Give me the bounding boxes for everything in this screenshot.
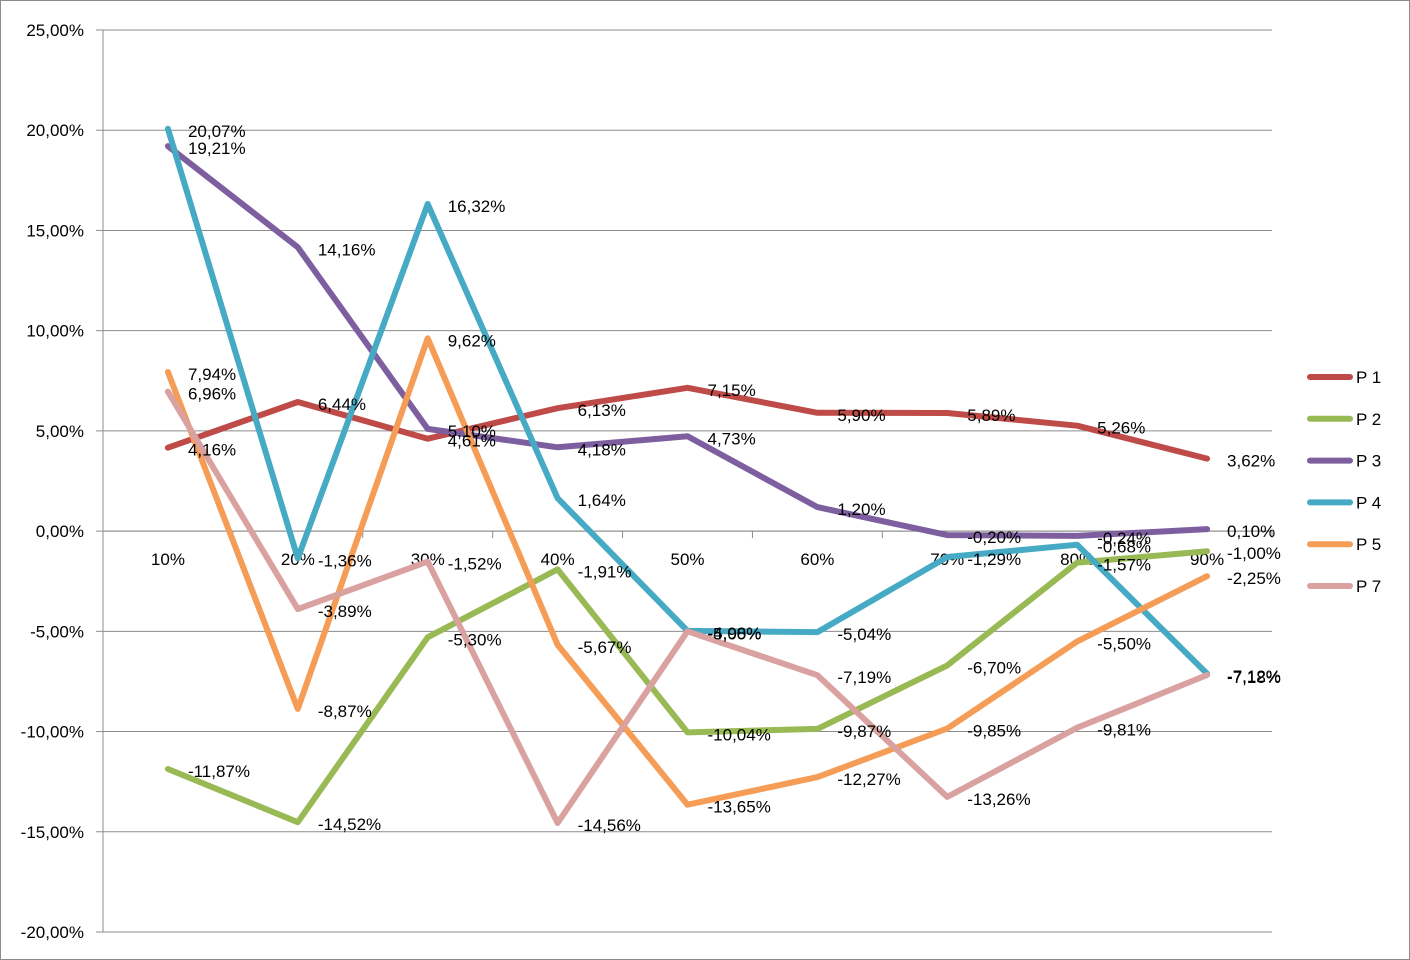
data-label: -5,04% [837, 625, 891, 644]
data-label: -14,52% [318, 815, 381, 834]
data-label: -6,70% [967, 658, 1021, 677]
data-label: -5,30% [448, 630, 502, 649]
legend-label: P 3 [1356, 452, 1381, 471]
data-label: -12,27% [837, 770, 900, 789]
data-label: -3,89% [318, 602, 372, 621]
data-label: -8,87% [318, 702, 372, 721]
data-label: -10,04% [708, 725, 771, 744]
data-label: -7,12% [1227, 667, 1281, 686]
legend-label: P 7 [1356, 577, 1381, 596]
y-tick-label: -5,00% [30, 622, 84, 641]
data-label: 4,18% [578, 440, 626, 459]
data-label: 4,16% [188, 441, 236, 460]
data-label: -5,00% [708, 624, 762, 643]
legend-label: P 4 [1356, 493, 1381, 512]
data-label: 20,07% [188, 122, 246, 141]
data-label: -13,65% [708, 798, 771, 817]
y-tick-label: -20,00% [21, 923, 84, 942]
x-tick-label: 50% [670, 550, 704, 569]
data-label: -2,25% [1227, 569, 1281, 588]
data-label: -1,91% [578, 562, 632, 581]
y-tick-label: -15,00% [21, 823, 84, 842]
data-label: 5,26% [1097, 419, 1145, 438]
data-label: -14,56% [578, 816, 641, 835]
data-label: -9,81% [1097, 721, 1151, 740]
y-tick-label: -10,00% [21, 723, 84, 742]
data-label: 6,96% [188, 385, 236, 404]
data-label: -11,87% [188, 762, 250, 781]
y-tick-label: 5,00% [36, 422, 84, 441]
data-label: -13,26% [967, 790, 1030, 809]
data-label: 5,90% [837, 406, 885, 425]
data-label: 19,21% [188, 139, 246, 158]
data-label: 1,20% [837, 500, 885, 519]
data-label: 7,15% [708, 381, 756, 400]
series-line-p2 [164, 548, 1211, 826]
y-tick-label: 10,00% [26, 322, 84, 341]
legend-label: P 2 [1356, 410, 1381, 429]
data-label: 5,89% [967, 406, 1015, 425]
data-label: -1,52% [448, 555, 502, 574]
y-tick-label: 15,00% [26, 221, 84, 240]
data-label: -5,67% [578, 638, 632, 657]
series-line-p3 [164, 143, 1211, 539]
data-label: -9,87% [837, 722, 891, 741]
data-label: -7,19% [837, 668, 891, 687]
x-tick-label: 40% [541, 550, 575, 569]
legend-label: P 5 [1356, 535, 1381, 554]
data-label: -5,50% [1097, 634, 1151, 653]
data-label: -0,24% [1097, 529, 1151, 548]
series-line-p5 [164, 335, 1211, 808]
data-label: -1,29% [967, 550, 1021, 569]
data-label: 6,13% [578, 401, 626, 420]
data-label: 1,64% [578, 491, 626, 510]
data-label: -1,36% [318, 551, 372, 570]
series-line-p7 [164, 388, 1211, 826]
data-label: 9,62% [448, 331, 496, 350]
data-label: 4,73% [708, 429, 756, 448]
x-tick-label: 60% [800, 550, 834, 569]
x-tick-label: 10% [151, 550, 185, 569]
data-label: -0,20% [967, 528, 1021, 547]
data-label: -1,00% [1227, 544, 1281, 563]
data-label: 16,32% [448, 197, 506, 216]
data-label: 6,44% [318, 395, 366, 414]
data-label: 5,10% [448, 422, 496, 441]
data-label: 0,10% [1227, 522, 1275, 541]
legend-label: P 1 [1356, 368, 1381, 387]
data-label: -4,98% [708, 624, 762, 643]
data-label: -9,85% [967, 722, 1021, 741]
data-label: 3,62% [1227, 452, 1275, 471]
series-line-p1 [164, 384, 1211, 462]
y-tick-label: 25,00% [26, 21, 84, 40]
data-label: -7,18% [1227, 668, 1281, 687]
data-label: -0,68% [1097, 538, 1151, 557]
data-label: -1,57% [1097, 556, 1151, 575]
y-tick-label: 20,00% [26, 121, 84, 140]
y-tick-label: 0,00% [36, 522, 84, 541]
data-label: 4,61% [448, 432, 496, 451]
data-label: 7,94% [188, 365, 236, 384]
data-label: 14,16% [318, 240, 376, 259]
